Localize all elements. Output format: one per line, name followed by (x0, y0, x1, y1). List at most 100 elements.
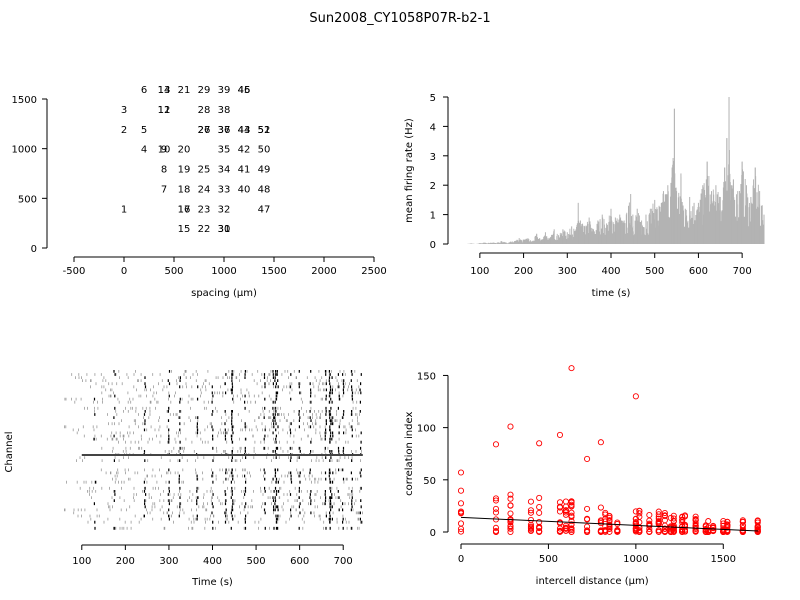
correlation-point (670, 528, 677, 535)
correlation-point (606, 525, 613, 532)
electrode-label: 47 (258, 204, 271, 215)
x-tick-label: 0 (458, 554, 464, 565)
electrode-label: 35 (218, 145, 231, 156)
electrode-label: 17 (178, 204, 191, 215)
electrode-label: 43 (238, 125, 251, 136)
x-tick-label: 2500 (361, 266, 386, 277)
electrode-layout-panel: -500 0 500 1000 1500 2000 2500 spacing (µm) 0 500… (12, 85, 387, 299)
raster-burst-spikes (93, 370, 362, 530)
correlation-point (527, 516, 534, 523)
correlation-point (655, 519, 662, 526)
correlation-point (681, 513, 689, 520)
x-tick-label: 400 (601, 266, 620, 277)
correlation-point (739, 518, 746, 525)
correlation-point (655, 511, 662, 518)
electrode-label: 38 (218, 105, 231, 116)
correlation-point (724, 522, 731, 530)
correlation-point (692, 528, 699, 535)
electrode-label: 23 (198, 204, 211, 215)
correlation-point (527, 521, 534, 528)
correlation-point (692, 513, 699, 520)
electrode-label: 34 (218, 165, 231, 176)
electrode-label: 50 (258, 145, 271, 156)
electrode-label: 8 (161, 165, 167, 176)
x-tick-label: 100 (72, 556, 91, 567)
correlation-point (562, 507, 569, 514)
correlation-point (568, 518, 575, 525)
y-tick-label: 3 (430, 152, 436, 163)
x-tick-label: 500 (247, 556, 266, 567)
electrode-label: 44 (238, 125, 251, 136)
correlation-point (536, 518, 543, 526)
x-tick-label: 1000 (623, 554, 648, 565)
correlation-point (568, 365, 575, 372)
correlation-point (636, 510, 643, 517)
correlation-point (536, 528, 543, 535)
x-axis-label: spacing (µm) (191, 288, 257, 299)
x-tick-label: 1500 (261, 266, 286, 277)
correlation-point (584, 528, 591, 535)
electrode-label: 51 (258, 125, 271, 136)
correlation-point (661, 522, 668, 529)
x-tick-label: 600 (689, 266, 708, 277)
electrode-label: 37 (218, 125, 231, 136)
x-axis-label: intercell distance (µm) (536, 576, 649, 587)
correlation-point (536, 504, 543, 511)
x-tick-label: 2000 (311, 266, 336, 277)
correlation-point (681, 523, 689, 530)
x-tick-label: 600 (290, 556, 309, 567)
correlation-point (661, 512, 668, 519)
electrode-label: 52 (258, 125, 271, 136)
correlation-point (679, 517, 686, 524)
y-tick-label: 1 (430, 211, 436, 222)
electrode-label: 28 (198, 105, 211, 116)
correlation-point (527, 509, 534, 516)
electrode-label: 22 (198, 224, 211, 235)
correlation-point (507, 523, 514, 530)
correlation-point (646, 511, 653, 519)
correlation-point (670, 515, 677, 522)
correlation-point (492, 495, 500, 502)
correlation-point (602, 509, 609, 516)
correlation-point (661, 509, 668, 517)
electrode-label: 40 (238, 184, 251, 195)
correlation-point (720, 518, 727, 525)
x-axis-label: Time (s) (191, 577, 233, 588)
x-tick-label: 200 (514, 266, 533, 277)
x-axis-label: time (s) (592, 288, 631, 299)
firing-rate-bars (466, 97, 765, 244)
figure-title: Sun2008_CY1058P07R-b2-1 (309, 11, 490, 26)
correlation-point (527, 523, 534, 530)
correlation-point (655, 528, 662, 535)
correlation-point (739, 525, 746, 532)
electrode-label: 1 (121, 204, 127, 215)
correlation-point (597, 527, 604, 534)
electrode-label: 10 (158, 145, 171, 156)
correlation-point (754, 519, 761, 526)
electrode-label: 25 (198, 165, 211, 176)
correlation-point (457, 520, 465, 527)
correlation-point (536, 523, 543, 530)
correlation-point (457, 500, 465, 507)
correlation-point (562, 527, 569, 534)
y-tick-label: 500 (18, 194, 37, 205)
correlation-point (507, 423, 514, 430)
correlation-point (562, 498, 569, 505)
electrode-label: 20 (178, 145, 191, 156)
x-tick-label: 1000 (211, 266, 236, 277)
correlation-point (597, 504, 604, 511)
correlation-point (632, 393, 639, 400)
correlation-point (692, 516, 699, 523)
correlation-point (568, 502, 575, 510)
correlation-point (556, 525, 564, 532)
correlation-point (679, 528, 686, 535)
electrode-label: 11 (158, 105, 171, 116)
y-tick-label: 0 (430, 240, 436, 251)
electrode-label: 39 (218, 85, 231, 96)
x-tick-label: 0 (121, 266, 127, 277)
correlation-point (492, 524, 500, 531)
correlation-point (655, 508, 662, 515)
electrode-label: 4 (141, 145, 147, 156)
y-tick-label: 5 (430, 93, 436, 104)
